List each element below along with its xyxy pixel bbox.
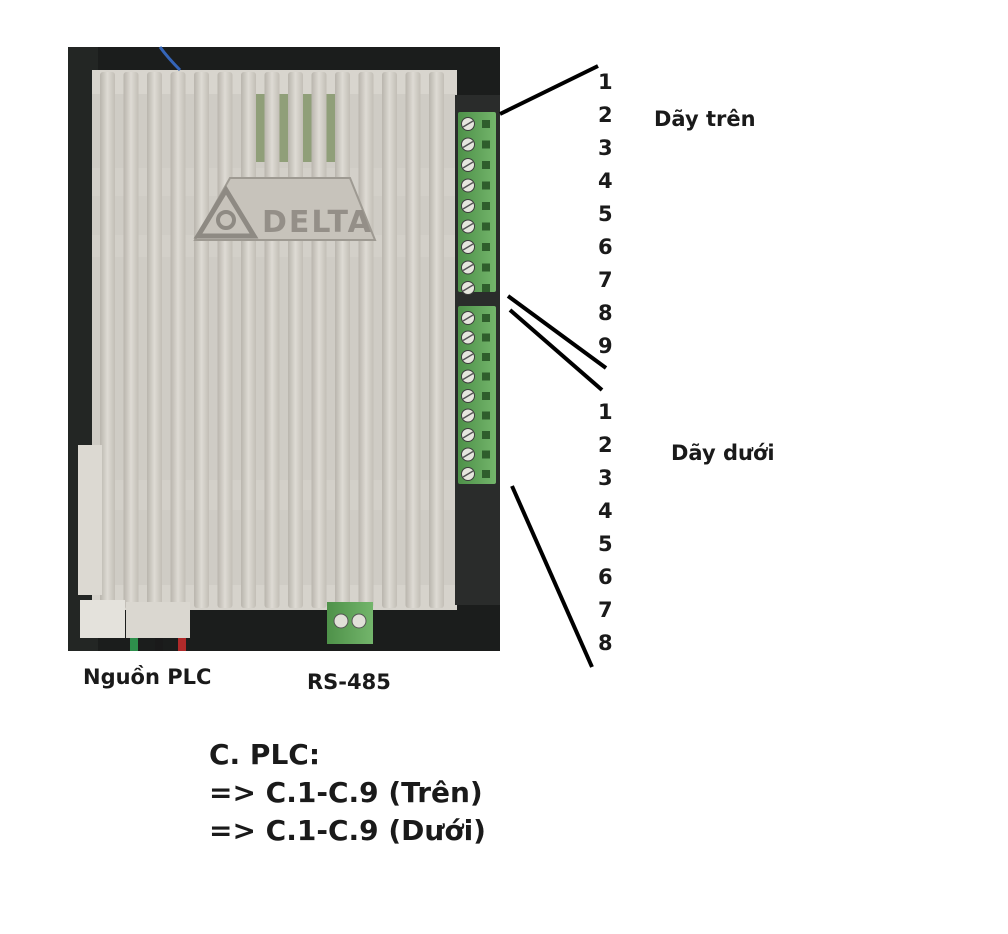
housing-slat [194,72,209,608]
terminal-wire-hole [482,353,490,361]
upper-number: 3 [598,136,613,160]
terminal-wire-hole [482,161,490,169]
terminal-wire-hole [482,140,490,149]
lower-number: 5 [598,532,613,556]
terminal-screw-slot [462,284,474,292]
rs485-screw-1 [333,613,349,629]
upper-row-end-line [506,294,608,370]
housing-slat [170,72,186,608]
power-label: Nguồn PLC [83,665,212,689]
housing-slat [335,72,350,608]
terminal-wire-hole [482,333,490,342]
terminal-screw-slot [462,263,474,272]
terminal-wire-hole [482,263,490,272]
upper-number: 5 [598,202,613,226]
housing-slat [382,72,397,608]
terminal-wire-hole [482,181,490,190]
housing-slat [217,72,233,608]
upper-number: 8 [598,301,613,325]
upper-number: 9 [598,334,613,358]
lower-number: 8 [598,631,613,655]
lower-row-pointer-line [510,485,594,668]
lower-number: 4 [598,499,613,523]
housing-slat [405,72,421,608]
terminal-wire-hole [482,284,490,292]
lower-number: 7 [598,598,613,622]
power-plug [126,602,190,638]
housing-slat [429,72,444,608]
terminal-wire-hole [482,372,490,381]
upper-number: 2 [598,103,613,127]
upper-terminal-screws [461,117,490,295]
housing-slat [241,72,256,608]
terminal-screw-slot [462,372,474,381]
terminal-wire-hole [482,314,490,322]
terminal-wire-hole [482,411,490,420]
terminal-screw-slot [462,470,474,478]
housing-slat [311,72,327,608]
upper-number: 1 [598,70,613,94]
terminal-wire-hole [482,243,490,251]
summary-upper-line: => C.1-C.9 (Trên) [209,776,483,809]
housing-slat [288,72,303,608]
terminal-screw-slot [462,353,474,361]
terminal-wire-hole [482,450,490,459]
terminal-screw-slot [462,120,474,128]
wire-black [155,638,163,651]
lower-row-start-line [508,308,604,392]
terminal-wire-hole [482,392,490,400]
upper-row-label: Dãy trên [654,107,756,131]
lower-number: 3 [598,466,613,490]
housing-slat [358,72,374,608]
terminal-screw-slot [462,392,474,400]
housing-slat [147,72,162,608]
terminal-wire-hole [482,222,490,231]
terminal-wire-hole [482,431,490,439]
terminal-screw-slot [462,181,474,190]
brand-logo-text: DELTA [262,205,373,240]
terminal-screw-slot [462,161,474,169]
lower-row-label: Dãy dưới [671,441,775,465]
upper-number: 4 [598,169,613,193]
terminal-wire-hole [482,120,490,128]
summary-lower-line: => C.1-C.9 (Dưới) [209,814,486,847]
summary-block: C. PLC: => C.1-C.9 (Trên) => C.1-C.9 (Dư… [209,736,486,850]
terminal-screw-slot [462,411,474,420]
terminal-screw-slot [462,314,474,322]
upper-number: 6 [598,235,613,259]
housing-slat [123,72,139,608]
wire-red [178,638,186,651]
rs485-label: RS-485 [307,670,391,694]
terminal-screw-slot [462,222,474,231]
summary-title: C. PLC: [209,738,321,771]
side-tab [78,445,102,595]
terminal-screw-slot [462,333,474,342]
lower-number: 1 [598,400,613,424]
rs485-screw-2 [351,613,367,629]
upper-number: 7 [598,268,613,292]
lower-number: 2 [598,433,613,457]
terminal-screw-slot [462,243,474,251]
upper-row-pointer-line [499,64,599,116]
terminal-screw-slot [462,140,474,149]
terminal-screw-slot [462,202,474,210]
terminal-wire-hole [482,470,490,478]
lower-terminal-screws [461,311,490,481]
terminal-screw-slot [462,450,474,459]
blue-wire [158,46,182,72]
terminal-wire-hole [482,202,490,210]
housing-slat [100,72,115,608]
delta-logo-icon [193,185,259,239]
terminal-screw-slot [462,431,474,439]
power-connector [80,600,125,638]
housing-slats [100,72,444,608]
lower-number: 6 [598,565,613,589]
housing-slat [264,72,280,608]
wire-green [130,638,138,651]
